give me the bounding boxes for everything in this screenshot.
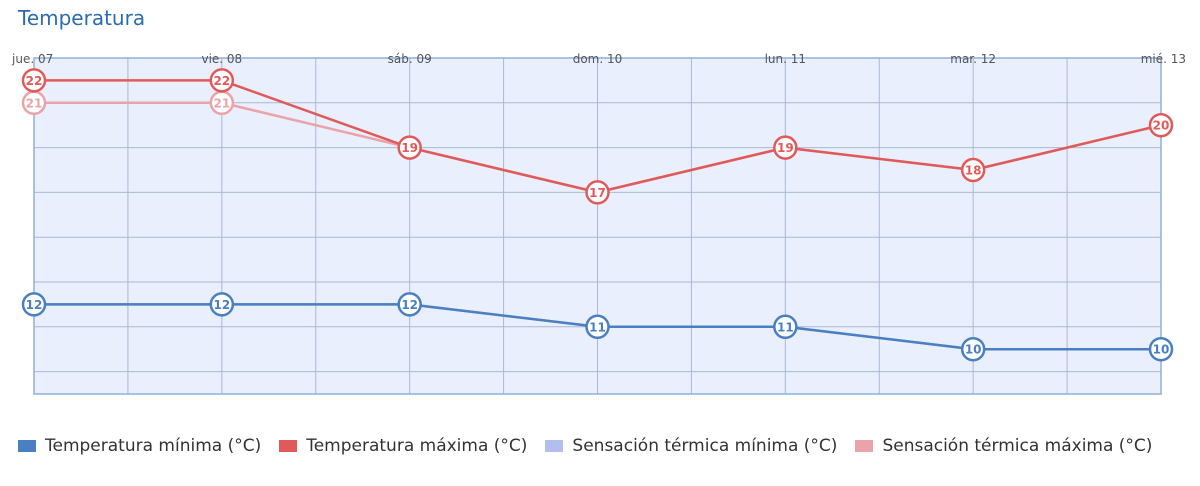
data-point-temp-max	[1148, 112, 1174, 138]
x-tick-label: vie. 08	[201, 52, 242, 66]
x-tick-label: mié. 13	[1141, 52, 1186, 66]
data-point-temp-max	[209, 68, 235, 93]
data-point-temp-min	[1148, 336, 1174, 362]
data-point-temp-min	[21, 292, 47, 317]
data-point-temp-max	[960, 157, 986, 183]
data-label-temp-max: 19	[401, 141, 418, 155]
data-point-temp-max	[21, 68, 47, 93]
legend: Temperatura mínima (°C) Temperatura máxi…	[18, 436, 1152, 456]
legend-label-temp-min: Temperatura mínima (°C)	[45, 436, 262, 456]
data-point-temp-min	[960, 336, 986, 362]
data-point-temp-min	[585, 314, 610, 340]
chart-title: Temperatura	[18, 6, 146, 30]
data-label-temp-min: 10	[1153, 343, 1170, 357]
data-point-temp-max	[585, 180, 610, 205]
legend-label-feels-max: Sensación térmica máxima (°C)	[882, 436, 1153, 456]
x-tick-label: dom. 10	[573, 52, 623, 66]
legend-item-temp-max[interactable]: Temperatura máxima (°C)	[279, 436, 527, 456]
legend-swatch-feels-max	[855, 440, 874, 452]
legend-label-temp-max: Temperatura máxima (°C)	[306, 436, 528, 456]
legend-swatch-temp-min	[18, 440, 36, 452]
x-tick-label: sáb. 09	[388, 52, 432, 66]
data-label-temp-min: 12	[26, 298, 43, 312]
legend-item-feels-max[interactable]: Sensación térmica máxima (°C)	[855, 436, 1152, 456]
data-label-temp-min: 11	[589, 320, 606, 334]
data-label-temp-max: 22	[213, 74, 230, 88]
data-label-temp-min: 12	[401, 298, 418, 312]
data-label-feels-max: 21	[26, 96, 43, 110]
legend-item-feels-min[interactable]: Sensación térmica mínima (°C)	[545, 436, 837, 456]
legend-label-feels-min: Sensación térmica mínima (°C)	[572, 436, 838, 456]
x-tick-label: mar. 12	[950, 52, 996, 66]
data-label-temp-max: 20	[1153, 119, 1170, 133]
data-label-temp-max: 19	[777, 141, 794, 155]
x-tick-label: jue. 07	[11, 52, 53, 66]
data-point-temp-max	[397, 135, 422, 160]
data-point-temp-min	[773, 314, 798, 340]
data-label-temp-max: 17	[589, 186, 606, 200]
data-label-temp-max: 22	[26, 74, 43, 88]
x-tick-label: lun. 11	[765, 52, 806, 66]
legend-swatch-feels-min	[545, 440, 564, 452]
data-label-temp-min: 11	[777, 320, 794, 334]
data-label-temp-max: 18	[965, 164, 982, 178]
data-label-temp-min: 12	[213, 298, 230, 312]
data-point-temp-min	[397, 292, 422, 317]
data-label-feels-max: 21	[213, 96, 230, 110]
data-label-temp-min: 10	[965, 343, 982, 357]
data-point-temp-min	[209, 292, 235, 317]
data-point-temp-max	[773, 135, 798, 160]
plot-frame	[33, 57, 1162, 395]
legend-swatch-temp-max	[279, 440, 298, 452]
legend-item-temp-min[interactable]: Temperatura mínima (°C)	[18, 436, 261, 456]
